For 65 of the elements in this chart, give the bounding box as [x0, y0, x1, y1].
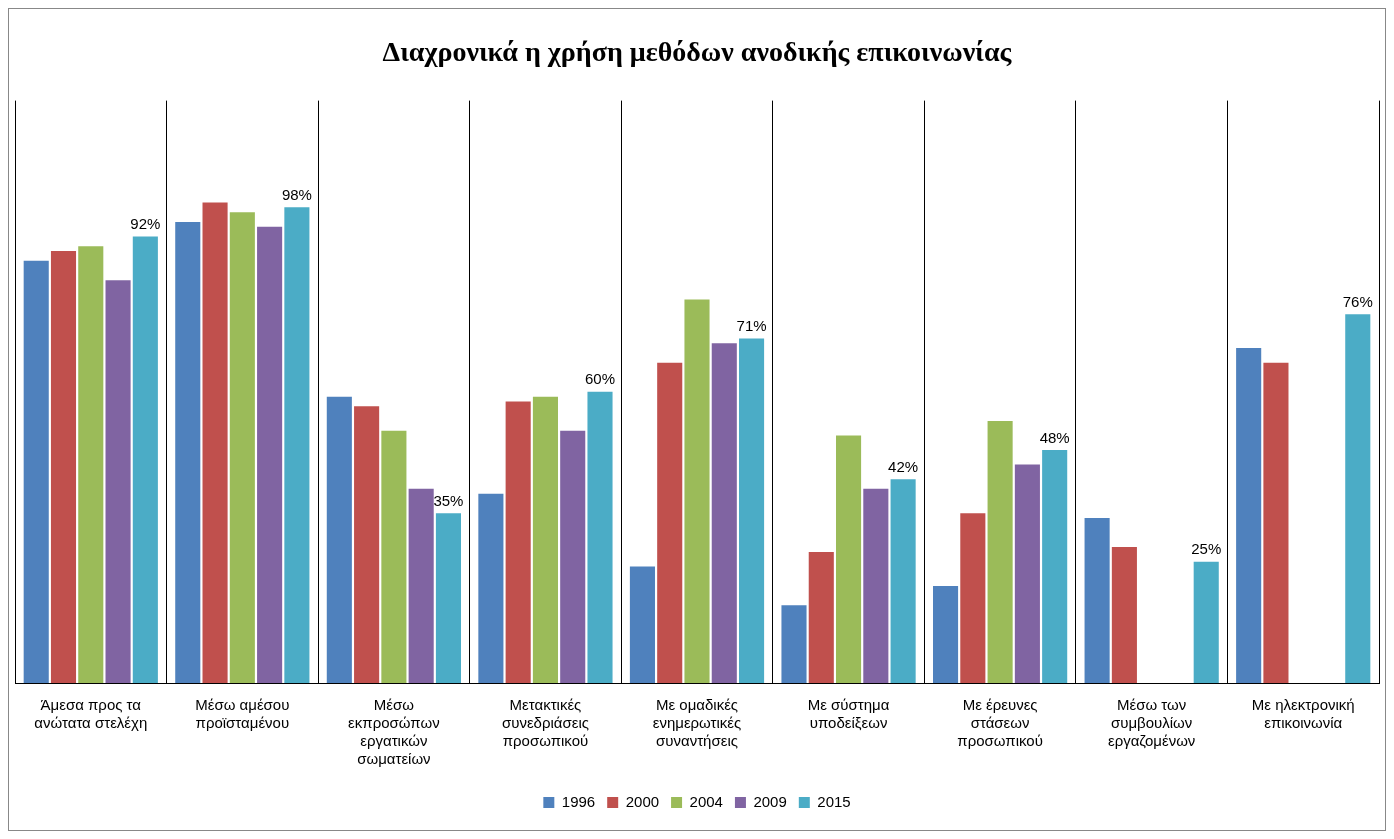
bar: [202, 202, 228, 683]
bar: [381, 430, 407, 683]
data-label: 42%: [888, 457, 919, 475]
bar: [1345, 314, 1371, 683]
bar: [78, 246, 104, 683]
bar: [960, 513, 986, 683]
bar: [684, 299, 710, 683]
data-label: 98%: [281, 186, 312, 204]
bar: [1042, 450, 1068, 683]
bar: [257, 226, 283, 683]
bar: [739, 338, 765, 683]
bar: [808, 551, 834, 683]
data-label: 25%: [1191, 540, 1222, 558]
bar: [1084, 517, 1110, 683]
data-label: 60%: [584, 370, 616, 388]
x-tick-label: Με σύστημα υποδείξεων: [807, 696, 890, 732]
bar: [175, 221, 201, 683]
bar: [987, 420, 1013, 683]
x-tick-label: Άμεσα προς τα ανώτατα στελέχη: [34, 696, 148, 732]
data-label: 76%: [1342, 292, 1373, 310]
bar: [1014, 464, 1040, 683]
x-tick-label: Μέσω εκπροσώπων εργατικών σωματείων: [348, 696, 440, 768]
data-label: 92%: [130, 215, 161, 233]
x-tick-label: Με ηλεκτρονική επικοινωνία: [1251, 696, 1355, 732]
bar: [863, 488, 889, 683]
legend-label: 2009: [753, 792, 787, 810]
bar: [587, 391, 613, 683]
legend-label: 2015: [817, 792, 851, 810]
bar: [532, 396, 558, 683]
bar: [1193, 561, 1219, 683]
bar: [132, 236, 158, 683]
legend-label: 1996: [561, 792, 596, 810]
bar: [629, 566, 655, 683]
bar: [105, 280, 131, 683]
x-tick-label: Με ομαδικές ενημερωτικές συναντήσεις: [652, 696, 742, 750]
bar: [505, 401, 531, 683]
bar: [284, 207, 310, 683]
bar: [50, 251, 77, 683]
bar: [711, 343, 737, 683]
data-label: 35%: [433, 491, 464, 509]
bar: [781, 605, 807, 683]
legend-label: 2004: [689, 792, 723, 810]
bar: [229, 212, 255, 683]
x-tick-label: Με έρευνες στάσεων προσωπικού: [957, 696, 1043, 750]
x-tick-label: Μέσω αμέσου προϊσταμένου: [195, 696, 290, 732]
data-label: 71%: [736, 317, 767, 335]
bar: [1236, 348, 1262, 683]
bar: [657, 362, 683, 683]
bar: [890, 479, 916, 683]
bar: [354, 406, 380, 683]
bar: [836, 435, 862, 683]
x-tick-label: Μέσω των συμβουλίων εργαζομένων: [1107, 696, 1196, 750]
bar: [478, 493, 504, 683]
bar: [326, 396, 352, 683]
chart-title: Διαχρονικά η χρήση μεθόδων ανοδικής επικοινωνίας: [382, 36, 1013, 68]
x-tick-label: Μετακτικές συνεδριάσεις προσωπικού: [501, 696, 589, 750]
bar: [1111, 547, 1137, 683]
bar: [408, 488, 434, 683]
bar: [435, 513, 461, 683]
bar: [1263, 362, 1289, 683]
legend-label: 2000: [625, 792, 660, 810]
bar: [23, 260, 49, 683]
bar: [560, 430, 586, 683]
data-label: 48%: [1039, 428, 1070, 446]
bar: [933, 585, 959, 683]
